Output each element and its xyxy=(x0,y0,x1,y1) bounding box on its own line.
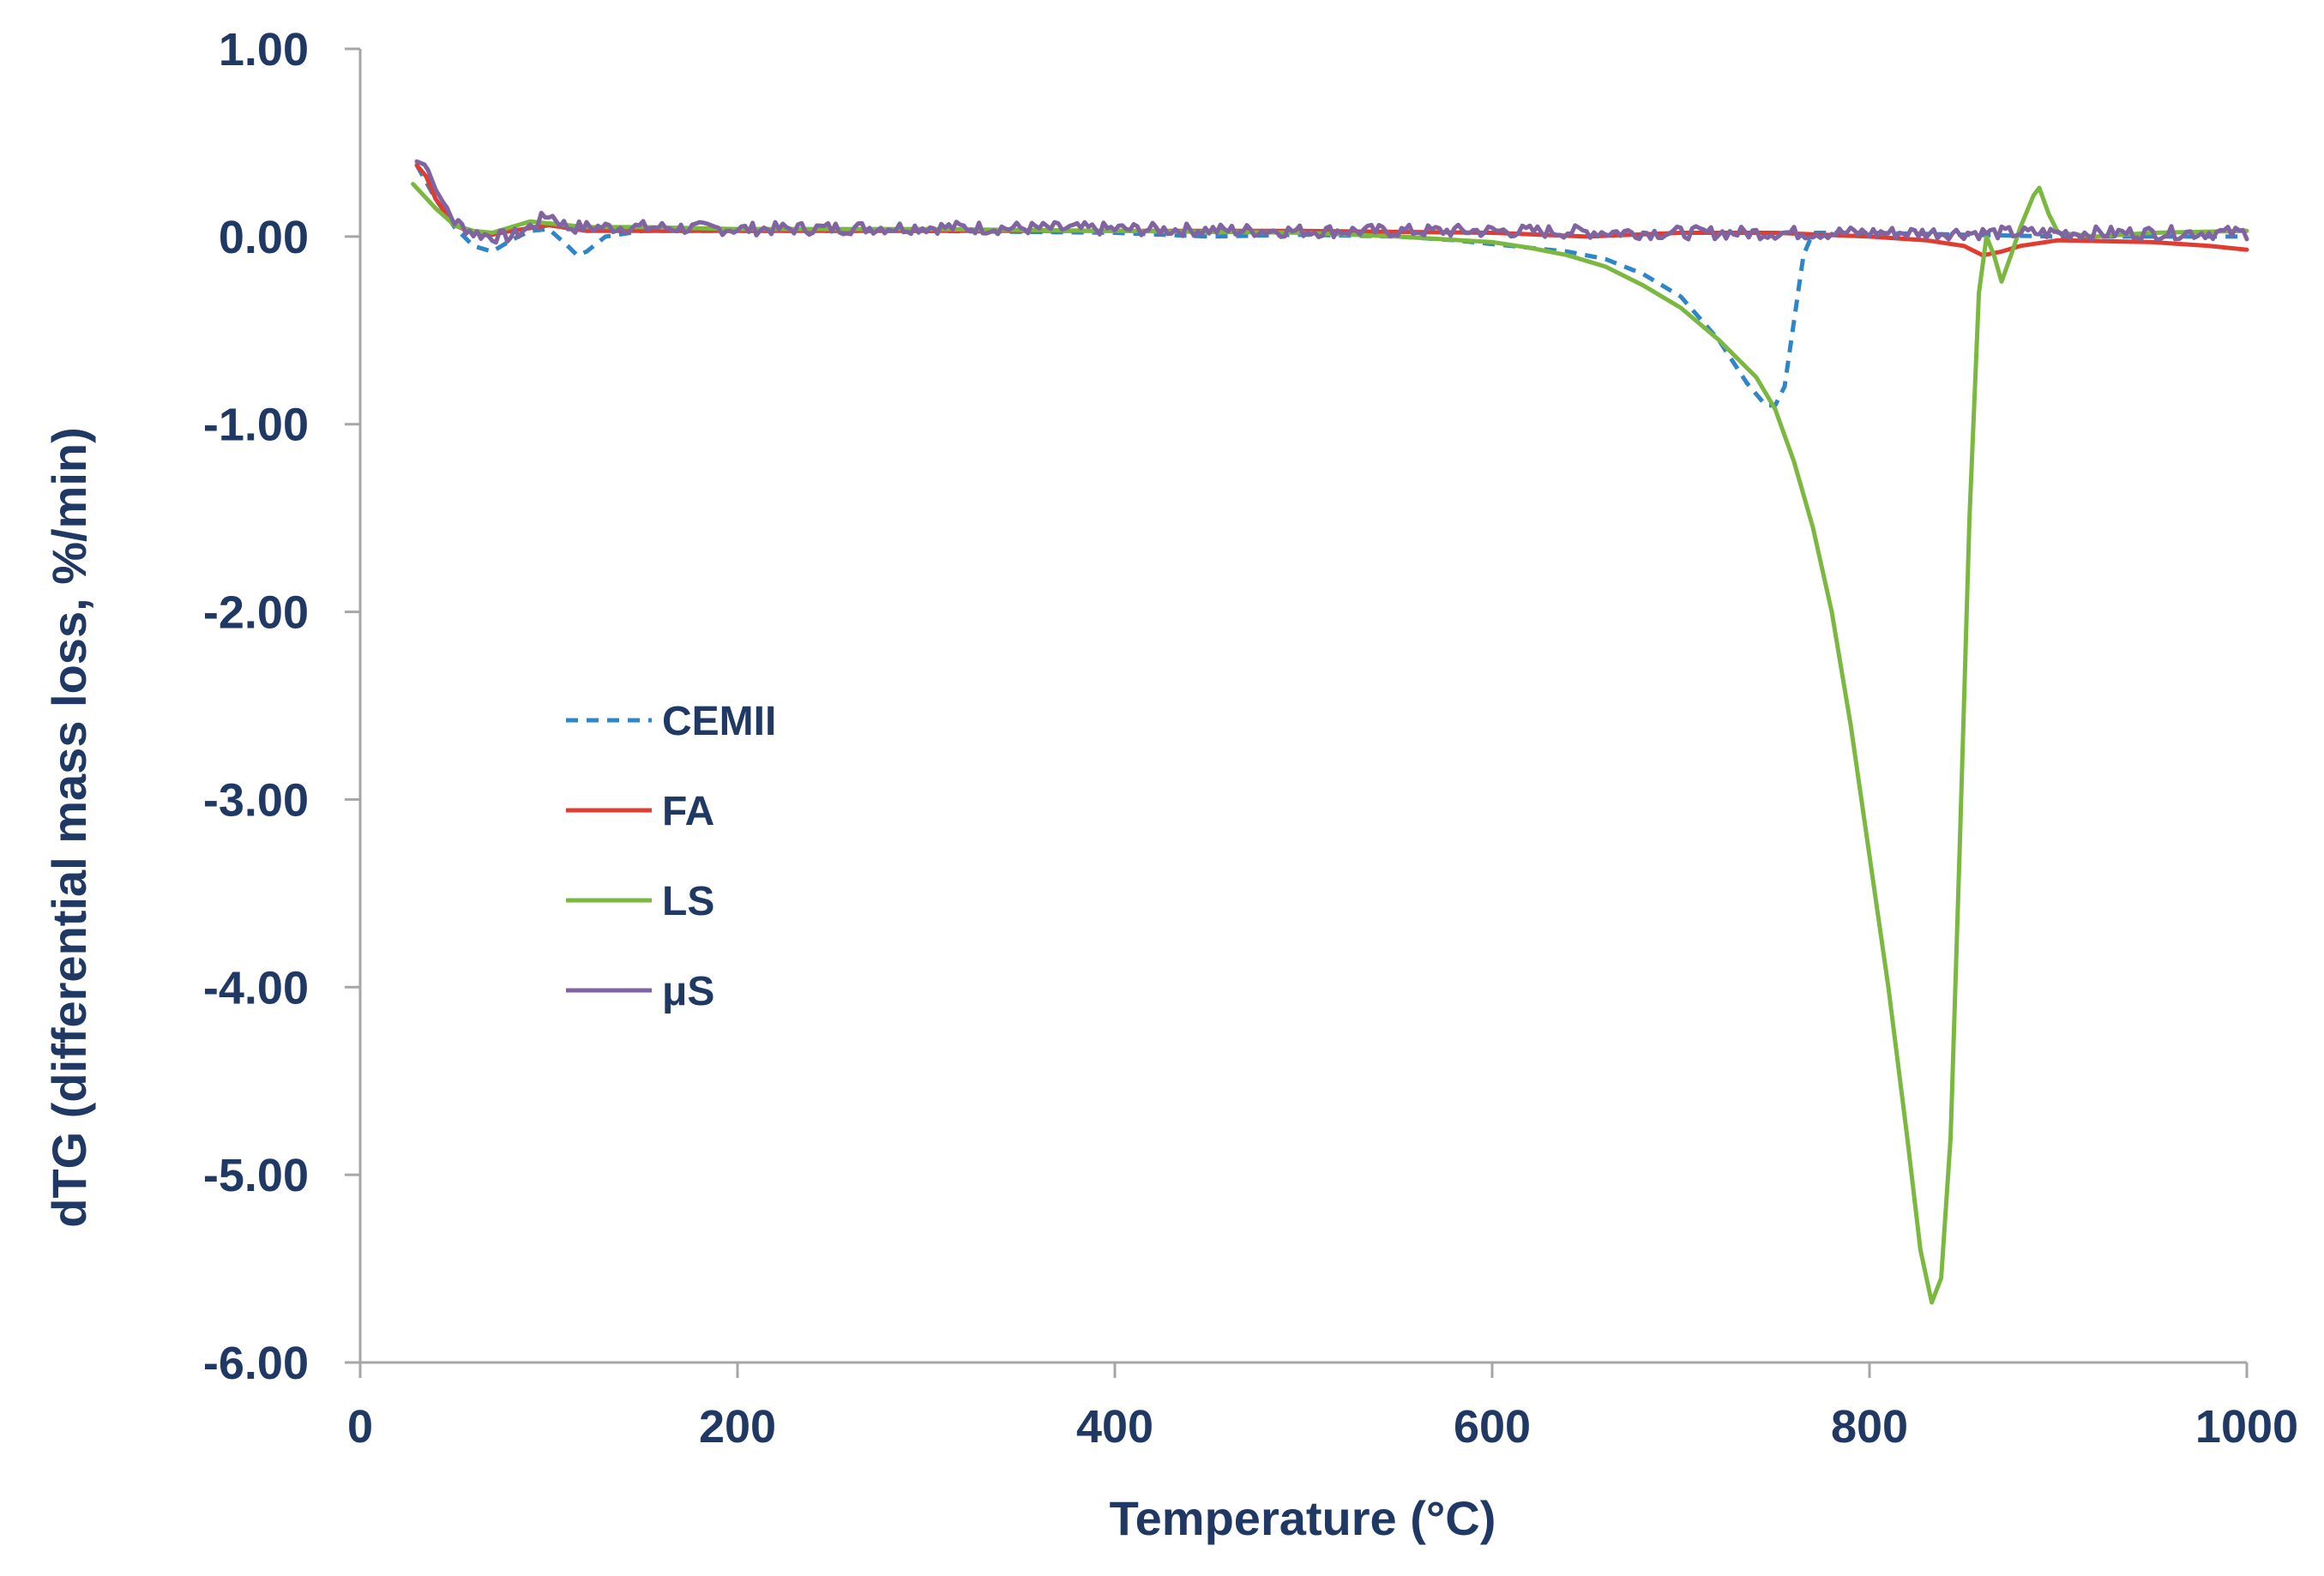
legend-label-μS: μS xyxy=(662,969,714,1014)
x-tick-label: 800 xyxy=(1831,1401,1908,1453)
x-tick-label: 400 xyxy=(1076,1401,1153,1453)
legend: CEMII FA LS μS xyxy=(566,699,776,1014)
x-axis-title: Temperature (°C) xyxy=(1110,1491,1496,1545)
y-tick-label: -1.00 xyxy=(203,400,309,451)
y-tick-label: -5.00 xyxy=(203,1150,309,1201)
legend-label-LS: LS xyxy=(662,879,714,924)
legend-label-FA: FA xyxy=(662,789,714,834)
x-tick-label: 200 xyxy=(699,1401,776,1453)
y-axis-title: dTG (differential mass loss, %/min) xyxy=(42,427,96,1228)
series-line-CEMII xyxy=(414,164,2247,408)
x-tick-label: 600 xyxy=(1454,1401,1531,1453)
x-tick-label: 1000 xyxy=(2195,1401,2298,1453)
legend-label-CEMII: CEMII xyxy=(662,699,776,744)
series-layer xyxy=(411,159,2249,1305)
series-line-μS xyxy=(414,159,2249,245)
y-tick-label: -4.00 xyxy=(203,962,309,1014)
y-tick-label: 1.00 xyxy=(219,24,309,75)
series-line-FA xyxy=(414,163,2249,258)
y-tick-label: -3.00 xyxy=(203,774,309,826)
y-tick-label: -6.00 xyxy=(203,1338,309,1389)
y-tick-label: -2.00 xyxy=(203,587,309,639)
y-tick-label: 0.00 xyxy=(219,212,309,263)
axes-layer: 1.00 0.00 -1.00 -2.00 -3.00 -4.00 -5.00 -6.00 0 2… xyxy=(203,24,2298,1453)
x-tick-label: 0 xyxy=(347,1401,373,1453)
